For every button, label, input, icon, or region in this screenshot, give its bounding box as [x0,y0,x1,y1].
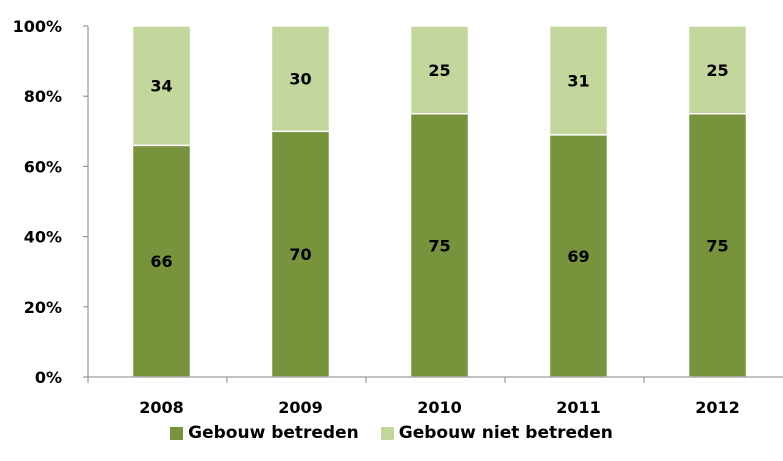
legend-item-gebouw-niet-betreden: Gebouw niet betreden [380,423,613,443]
legend-swatch-gebouw-niet-betreden [380,426,394,440]
data-label-gebouw-niet-betreden-2008: 34 [150,77,172,96]
bars-group [131,25,748,378]
x-tick-label-2010: 2010 [417,398,462,417]
x-tick-label-2009: 2009 [278,398,323,417]
y-tick-label-2: 40% [24,228,62,247]
bar-gebouw-niet-betreden-2010 [409,25,470,115]
data-labels-group: 66 34 70 30 75 25 69 31 75 25 [150,61,728,271]
legend-swatch-gebouw-betreden [170,426,184,440]
axes-group: 0% 20% 40% 60% 80% 100% 2008 2009 2010 2011 2012 [13,17,783,417]
y-tick-label-1: 20% [24,298,62,317]
data-label-gebouw-betreden-2011: 69 [567,247,589,266]
data-label-gebouw-niet-betreden-2009: 30 [289,70,311,89]
legend: Gebouw betreden Gebouw niet betreden [0,418,783,448]
y-tick-label-4: 80% [24,87,62,106]
data-label-gebouw-betreden-2009: 70 [289,245,311,264]
legend-item-gebouw-betreden: Gebouw betreden [170,423,359,443]
data-label-gebouw-niet-betreden-2010: 25 [428,61,450,80]
y-tick-label-3: 60% [24,157,62,176]
bar-gebouw-betreden-2008 [131,144,192,378]
data-label-gebouw-niet-betreden-2012: 25 [706,61,728,80]
x-tick-label-2011: 2011 [556,398,601,417]
x-tick-label-2012: 2012 [695,398,740,417]
bar-gebouw-niet-betreden-2009 [270,25,331,133]
y-tick-label-5: 100% [13,17,62,36]
data-label-gebouw-betreden-2010: 75 [428,236,450,255]
data-label-gebouw-betreden-2008: 66 [150,252,172,271]
legend-label-gebouw-betreden: Gebouw betreden [188,423,359,443]
y-tick-label-0: 0% [35,368,62,387]
data-label-gebouw-betreden-2012: 75 [706,236,728,255]
bar-gebouw-niet-betreden-2008 [131,25,192,147]
x-tick-label-2008: 2008 [139,398,184,417]
bar-gebouw-niet-betreden-2012 [687,25,748,115]
data-label-gebouw-niet-betreden-2011: 31 [567,71,589,90]
bar-gebouw-niet-betreden-2011 [548,25,609,136]
legend-label-gebouw-niet-betreden: Gebouw niet betreden [398,423,613,443]
